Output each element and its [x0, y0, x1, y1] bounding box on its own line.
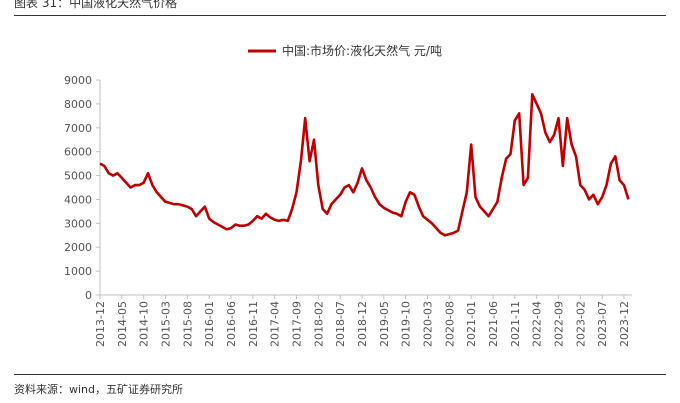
x-tick-label: 2015-03 [160, 301, 173, 347]
x-tick-label: 2013-12 [94, 301, 107, 347]
x-tick-label: 2022-09 [553, 301, 566, 347]
x-tick-label: 2023-12 [618, 301, 631, 347]
y-tick-label: 2000 [64, 241, 92, 254]
y-tick-label: 5000 [64, 170, 92, 183]
x-tick-label: 2015-08 [181, 301, 194, 347]
y-tick-label: 7000 [64, 122, 92, 135]
y-tick-label: 3000 [64, 217, 92, 230]
x-tick-label: 2020-03 [422, 301, 435, 347]
x-tick-label: 2018-07 [334, 301, 347, 347]
x-axis: 2013-12 2014-05 2014-10 2015-03 2015-08 2016-… [94, 294, 632, 347]
y-tick-label: 4000 [64, 193, 92, 206]
x-tick-label: 2022-04 [531, 301, 544, 347]
figure-title: 图表 31：中国液化天然气价格 [14, 0, 178, 10]
x-tick-label: 2016-06 [225, 301, 238, 347]
x-tick-label: 2019-05 [378, 301, 391, 347]
x-tick-label: 2018-12 [356, 301, 369, 347]
x-tick-label: 2014-05 [116, 301, 129, 347]
y-tick-label: 6000 [64, 146, 92, 159]
series-line [99, 93, 630, 237]
x-tick-label: 2016-11 [247, 301, 260, 347]
x-tick-label: 2019-10 [400, 301, 413, 347]
top-rule [14, 15, 666, 16]
x-tick-label: 2023-07 [596, 301, 609, 347]
y-axis: 0 1000 2000 3000 4000 5000 6000 7000 8000 9000 [64, 74, 101, 302]
bottom-rule [14, 374, 666, 375]
x-tick-label: 2016-01 [203, 301, 216, 347]
y-tick-label: 0 [85, 289, 92, 302]
y-tick-label: 1000 [64, 265, 92, 278]
x-tick-label: 2017-04 [269, 301, 282, 347]
x-tick-label: 2023-02 [574, 301, 587, 347]
x-tick-label: 2021-01 [465, 301, 478, 347]
legend-label: 中国:市场价:液化天然气 元/吨 [282, 43, 442, 58]
source-note: 资料来源：wind，五矿证券研究所 [14, 383, 184, 396]
x-tick-label: 2021-06 [487, 301, 500, 347]
x-tick-label: 2017-09 [291, 301, 304, 347]
x-tick-label: 2021-11 [509, 301, 522, 347]
legend: 中国:市场价:液化天然气 元/吨 [248, 43, 442, 58]
y-tick-label: 8000 [64, 98, 92, 111]
x-tick-label: 2018-02 [312, 301, 325, 347]
y-tick-label: 9000 [64, 74, 92, 87]
x-tick-label: 2014-10 [138, 301, 151, 347]
x-tick-label: 2020-08 [443, 301, 456, 347]
